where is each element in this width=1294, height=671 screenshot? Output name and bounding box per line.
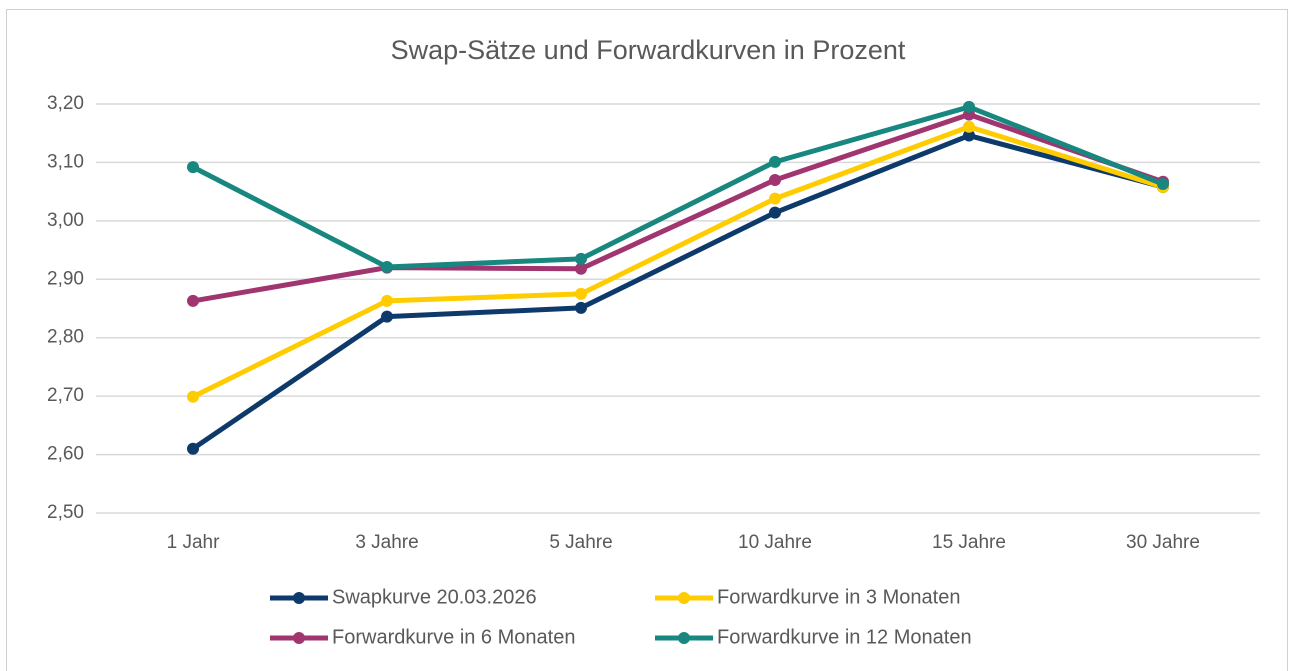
data-point [963, 120, 975, 133]
data-point [963, 100, 975, 113]
data-point [381, 261, 393, 274]
x-tick-label: 15 Jahre [932, 532, 1006, 553]
y-tick-label: 3,10 [47, 151, 84, 172]
y-tick-label: 3,00 [47, 210, 84, 231]
y-tick-label: 2,90 [47, 268, 84, 289]
data-point [187, 161, 199, 174]
series-line [191, 133, 1164, 451]
y-tick-label: 2,70 [47, 385, 84, 406]
y-tick-label: 2,60 [47, 444, 84, 465]
y-tick-label: 3,20 [47, 93, 84, 114]
data-point [769, 206, 781, 219]
data-point [963, 129, 975, 142]
legend-label: Swapkurve 20.03.2026 [332, 586, 537, 608]
x-tick-label: 1 Jahr [167, 532, 220, 553]
legend-marker [293, 632, 305, 644]
series-line [191, 124, 1164, 399]
data-point [575, 301, 587, 314]
data-point [769, 155, 781, 168]
data-point [575, 287, 587, 300]
series-line [192, 112, 1164, 304]
legend-marker [293, 592, 305, 604]
legend-marker [678, 592, 690, 604]
x-tick-label: 5 Jahre [549, 532, 612, 553]
legend-label: Forwardkurve in 12 Monaten [717, 626, 972, 648]
data-point [187, 442, 199, 455]
data-point [187, 294, 199, 307]
data-point [575, 262, 587, 275]
chart-frame [6, 9, 1288, 671]
x-tick-label: 30 Jahre [1126, 532, 1200, 553]
y-tick-label: 2,50 [47, 502, 84, 523]
chart-title: Swap-Sätze und Forwardkurven in Prozent [391, 35, 906, 65]
data-point [1157, 178, 1169, 191]
legend-label: Forwardkurve in 3 Monaten [717, 586, 960, 608]
data-point [187, 390, 199, 403]
x-tick-label: 10 Jahre [738, 532, 812, 553]
legend-label: Forwardkurve in 6 Monaten [332, 626, 575, 648]
x-tick-label: 3 Jahre [355, 532, 418, 553]
data-point [381, 294, 393, 307]
data-point [381, 310, 393, 323]
legend-marker [678, 632, 690, 644]
data-point [769, 192, 781, 205]
y-tick-label: 2,80 [47, 327, 84, 348]
series-line [191, 104, 1164, 270]
data-point [769, 173, 781, 186]
data-point [575, 252, 587, 265]
